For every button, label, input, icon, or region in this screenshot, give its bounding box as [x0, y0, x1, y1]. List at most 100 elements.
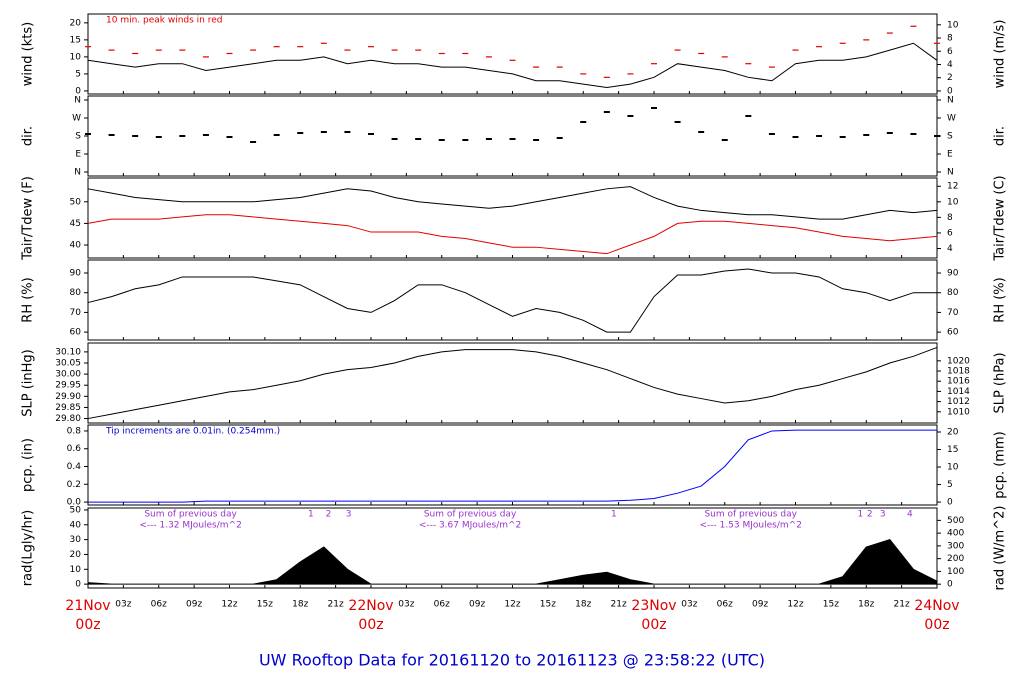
y2-tick-label: 0: [947, 580, 953, 590]
y-tick-label: 0: [75, 580, 81, 590]
direction-point: [533, 139, 540, 141]
x-tick-label: 03z: [681, 600, 697, 610]
direction-point: [674, 121, 681, 123]
y2-tick-label: 10: [947, 197, 959, 207]
y2-tick-label: 1016: [947, 377, 970, 387]
x-tick-label: 21z: [611, 600, 627, 610]
x-major-sublabel: 00z: [641, 617, 666, 633]
x-tick-label: 15z: [540, 600, 556, 610]
hour-mark: 2: [867, 510, 873, 520]
y2-tick-label: 0: [947, 498, 953, 508]
y2-tick-label: 90: [947, 269, 959, 279]
y-tick-label: 0: [75, 86, 81, 96]
y-tick-label: 10: [70, 52, 82, 62]
daily-sum-value: <--- 1.53 MJoules/m^2: [699, 521, 801, 531]
y2-axis-label: rad (W/m^2): [993, 506, 1008, 591]
y-axis-label: RH (%): [21, 277, 36, 322]
footer-title: UW Rooftop Data for 20161120 to 20161123…: [259, 651, 765, 670]
y2-tick-label: 70: [947, 308, 959, 318]
x-tick-label: 12z: [221, 600, 237, 610]
y2-tick-label: 8: [947, 213, 953, 223]
y2-tick-label: 1012: [947, 397, 970, 407]
y-tick-label: 29.80: [55, 414, 81, 424]
y2-tick-label: 12: [947, 182, 958, 192]
y2-axis-label: wind (m/s): [993, 20, 1008, 89]
y-tick-label: 29.90: [55, 392, 81, 402]
direction-point: [320, 131, 327, 133]
y2-tick-label: 300: [947, 541, 964, 551]
x-major-label: 23Nov: [631, 598, 676, 614]
direction-point: [863, 134, 870, 136]
panel-note: 10 min. peak winds in red: [106, 16, 223, 26]
y-tick-label: 60: [70, 328, 82, 338]
direction-point: [226, 136, 233, 138]
hour-mark: 2: [326, 510, 332, 520]
direction-point: [85, 133, 91, 135]
y-tick-label: 29.85: [55, 403, 81, 413]
y-tick-label: 0.6: [67, 444, 82, 454]
daily-sum-value: <--- 1.32 MJoules/m^2: [139, 521, 241, 531]
direction-point: [344, 131, 351, 133]
x-tick-label: 15z: [823, 600, 839, 610]
data-line: [87, 42, 938, 89]
y-axis-label: pcp. (in): [21, 438, 36, 492]
hour-mark: 1: [308, 510, 314, 520]
radiation-area: [87, 539, 938, 585]
x-major-label: 24Nov: [914, 598, 959, 614]
y-tick-label: 20: [70, 18, 82, 28]
y-tick-label: 10: [70, 565, 82, 575]
x-major-label: 22Nov: [348, 598, 393, 614]
direction-point: [202, 134, 209, 136]
direction-point: [132, 135, 139, 137]
y-tick-label: 0.8: [67, 426, 82, 436]
direction-point: [698, 131, 705, 133]
y-tick-label: 30.10: [55, 347, 81, 357]
direction-point: [438, 139, 445, 141]
panel-frame: [87, 424, 938, 506]
direction-point: [745, 115, 752, 117]
x-tick-label: 06z: [151, 600, 167, 610]
y2-tick-label: 400: [947, 529, 964, 539]
direction-point: [250, 141, 257, 143]
y2-tick-label: 10: [947, 20, 959, 30]
y2-tick-label: 4: [947, 244, 953, 254]
y2-tick-label: 4: [947, 60, 953, 70]
y2-tick-label: E: [947, 150, 953, 160]
hour-mark: 3: [346, 510, 352, 520]
y-tick-label: 40: [70, 241, 82, 251]
y2-tick-label: 100: [947, 567, 964, 577]
y2-tick-label: 80: [947, 288, 959, 298]
y2-tick-label: 8: [947, 34, 953, 44]
y-tick-label: 45: [70, 219, 81, 229]
y-tick-label: 29.95: [55, 381, 81, 391]
direction-point: [651, 107, 657, 109]
direction-point: [415, 138, 422, 140]
y2-axis-label: dir.: [993, 126, 1008, 146]
direction-point: [910, 133, 917, 135]
direction-point: [603, 111, 610, 113]
y-tick-label: E: [75, 150, 81, 160]
y-tick-label: 30.00: [55, 370, 81, 380]
direction-point: [462, 139, 469, 141]
y2-tick-label: 6: [947, 47, 953, 57]
direction-point: [768, 133, 775, 135]
x-major-sublabel: 00z: [924, 617, 949, 633]
direction-point: [108, 134, 115, 136]
y-tick-label: 50: [70, 197, 82, 207]
data-line: [87, 346, 938, 420]
y2-tick-label: 5: [947, 480, 953, 490]
y2-tick-label: W: [947, 114, 956, 124]
x-tick-label: 09z: [186, 600, 202, 610]
y-tick-label: W: [72, 114, 81, 124]
y2-tick-label: 2: [947, 73, 953, 83]
y2-tick-label: 6: [947, 228, 953, 238]
y2-tick-label: 20: [947, 428, 959, 438]
x-major-label: 21Nov: [65, 598, 110, 614]
y2-tick-label: 1020: [947, 356, 970, 366]
panel-frame: [87, 95, 938, 177]
x-tick-label: 06z: [717, 600, 733, 610]
panel-frame: [87, 13, 938, 95]
y2-tick-label: S: [947, 132, 953, 142]
direction-point: [839, 136, 846, 138]
